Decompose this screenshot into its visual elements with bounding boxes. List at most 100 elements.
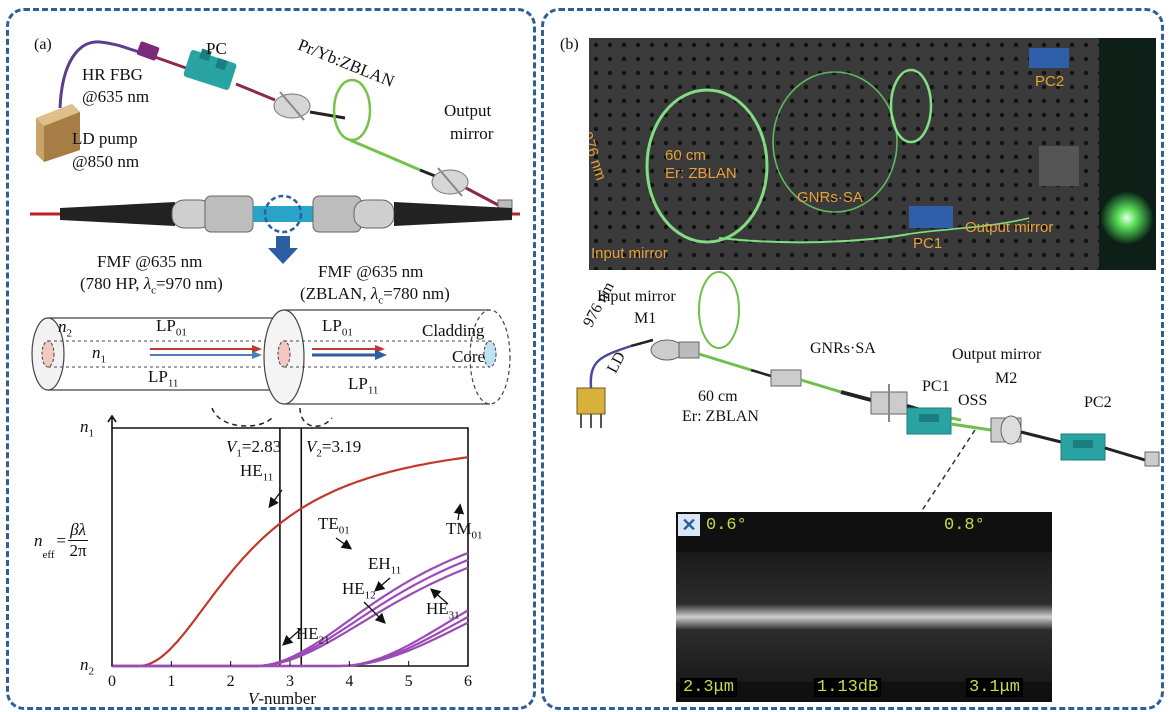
eh11-label: EH11 bbox=[368, 554, 402, 577]
chart-axes bbox=[107, 414, 469, 667]
gnrs-sa-holder bbox=[870, 384, 908, 422]
output-label-line2: mirror bbox=[450, 124, 494, 143]
arrow-tm01 bbox=[453, 503, 465, 521]
schematic-fiber-label: Er: ZBLAN bbox=[682, 408, 759, 425]
photo-pc1-label: PC1 bbox=[913, 235, 943, 252]
he31-label: HE31 bbox=[426, 599, 460, 622]
hr-fbg-label: HR FBG bbox=[82, 65, 143, 84]
chart-x-ticks: 0 1 2 3 4 5 6 bbox=[108, 661, 472, 690]
panel-a-label: (a) bbox=[34, 36, 52, 53]
arrow-he11 bbox=[268, 489, 283, 509]
input-mirror-label: Input mirror bbox=[597, 288, 676, 305]
pc1-device bbox=[906, 407, 952, 435]
core-label: Core bbox=[452, 347, 486, 366]
fmf-right-spec: (ZBLAN, λc=780 nm) bbox=[300, 284, 450, 307]
lp01-right-label: LP01 bbox=[322, 316, 353, 339]
left-cylinder bbox=[31, 317, 285, 391]
lp11-left-label: LP11 bbox=[148, 367, 179, 390]
photo-output-mirror-label: Output mirror bbox=[965, 219, 1054, 236]
hr-fbg bbox=[136, 41, 160, 61]
tm01-label: TM01 bbox=[446, 519, 483, 542]
photo-length-label: 60 cm bbox=[665, 147, 706, 164]
connector-after-coil bbox=[770, 369, 802, 387]
mirror-m2 bbox=[990, 415, 1022, 445]
right-measurement: 3.1μm bbox=[966, 678, 1024, 697]
y-axis-label: n eff = βλ 2π bbox=[34, 520, 88, 561]
arrow-he12 bbox=[363, 601, 386, 624]
laser-schematic bbox=[576, 271, 1160, 510]
m1-label: M1 bbox=[634, 310, 657, 327]
experimental-photo: PC2 976 nm LD 60 cm Er: ZBLAN GNRs·SA PC… bbox=[589, 38, 1156, 270]
pc-label: PC bbox=[206, 39, 227, 58]
x-tick-label: 0 bbox=[108, 673, 116, 690]
chart-annotation-arrows bbox=[268, 489, 465, 646]
lp01-left-label: LP01 bbox=[156, 316, 187, 339]
x-tick-label: 1 bbox=[167, 673, 175, 690]
y-axis-arrow bbox=[107, 414, 117, 428]
photo-fiber-label: Er: ZBLAN bbox=[665, 165, 737, 182]
photo-gnrs-label: GNRs·SA bbox=[797, 189, 863, 206]
left-measurement: 2.3μm bbox=[680, 678, 738, 697]
pc2-label: PC2 bbox=[1084, 394, 1112, 411]
ld-pump-wavelength: @850 nm bbox=[72, 152, 140, 171]
hr-fbg-wavelength: @635 nm bbox=[82, 87, 150, 106]
panel-a bbox=[6, 8, 536, 710]
laser-setup-drawing bbox=[30, 40, 520, 264]
curve-he21 bbox=[112, 566, 469, 668]
ld-pump-label: LD pump bbox=[72, 129, 138, 148]
chart-frame bbox=[111, 427, 469, 667]
polarization-controller bbox=[183, 48, 237, 90]
ld-pump-box bbox=[36, 104, 80, 162]
panel-b bbox=[541, 8, 1164, 710]
fiber-image bbox=[676, 552, 1052, 682]
pc1-label: PC1 bbox=[922, 378, 950, 395]
photo-pc2-label: PC2 bbox=[1035, 73, 1065, 90]
oss-label: OSS bbox=[958, 392, 988, 409]
microscope-view: ✕ 0.6° 0.8° 2.3μm 1.13dB 3.1μm bbox=[676, 512, 1052, 702]
arrow-he21 bbox=[282, 627, 303, 646]
m2-label: M2 bbox=[995, 370, 1018, 387]
oss-pointer bbox=[921, 429, 976, 510]
panel-b-label: (b) bbox=[560, 36, 579, 53]
angle-left: 0.6° bbox=[706, 516, 747, 535]
gnrs-label: GNRs·SA bbox=[810, 340, 876, 357]
output-mirror-label: Output mirror bbox=[952, 346, 1042, 363]
chart-curves bbox=[112, 456, 469, 668]
output-end bbox=[1144, 451, 1160, 467]
he21-label: HE21 bbox=[296, 624, 330, 647]
fiber-cylinders bbox=[31, 309, 511, 428]
close-icon[interactable]: ✕ bbox=[678, 514, 700, 536]
n1-label: n1 bbox=[92, 343, 106, 366]
fmf-left-title: FMF @635 nm bbox=[97, 252, 203, 271]
fiber-connector-2 bbox=[431, 167, 469, 197]
x-tick-label: 2 bbox=[227, 673, 235, 690]
arrow-eh11 bbox=[374, 577, 391, 592]
splice-drawing bbox=[30, 194, 520, 264]
mirror-m1 bbox=[650, 339, 700, 361]
schematic-length-label: 60 cm bbox=[698, 388, 738, 405]
arrow-te01 bbox=[335, 537, 353, 550]
right-cylinder bbox=[263, 309, 511, 405]
v1-label: V1=2.83 bbox=[226, 437, 282, 460]
lp11-right-label: LP11 bbox=[348, 374, 379, 397]
te01-label: TE01 bbox=[318, 514, 350, 537]
arrow-he31 bbox=[430, 588, 449, 605]
center-measurement: 1.13dB bbox=[814, 678, 882, 697]
he11-label: HE11 bbox=[240, 461, 274, 484]
fmf-left-spec: (780 HP, λc=970 nm) bbox=[80, 274, 223, 297]
n2-label: n2 bbox=[58, 317, 72, 340]
x-axis-label: V-number bbox=[248, 689, 316, 708]
v2-label: V2=3.19 bbox=[306, 437, 362, 460]
x-tick-label: 5 bbox=[405, 673, 413, 690]
x-tick-label: 6 bbox=[464, 673, 472, 690]
er-zblan-coil bbox=[698, 271, 740, 349]
ld-package bbox=[576, 387, 606, 428]
pc2-device bbox=[1060, 433, 1106, 461]
cladding-label: Cladding bbox=[422, 321, 485, 340]
curve-tm01 bbox=[112, 558, 469, 668]
x-tick-label: 3 bbox=[286, 673, 294, 690]
fiber-connector bbox=[273, 91, 311, 121]
fmf-right-title: FMF @635 nm bbox=[318, 262, 424, 281]
x-tick-label: 4 bbox=[345, 673, 353, 690]
output-label-line1: Output bbox=[444, 101, 492, 120]
